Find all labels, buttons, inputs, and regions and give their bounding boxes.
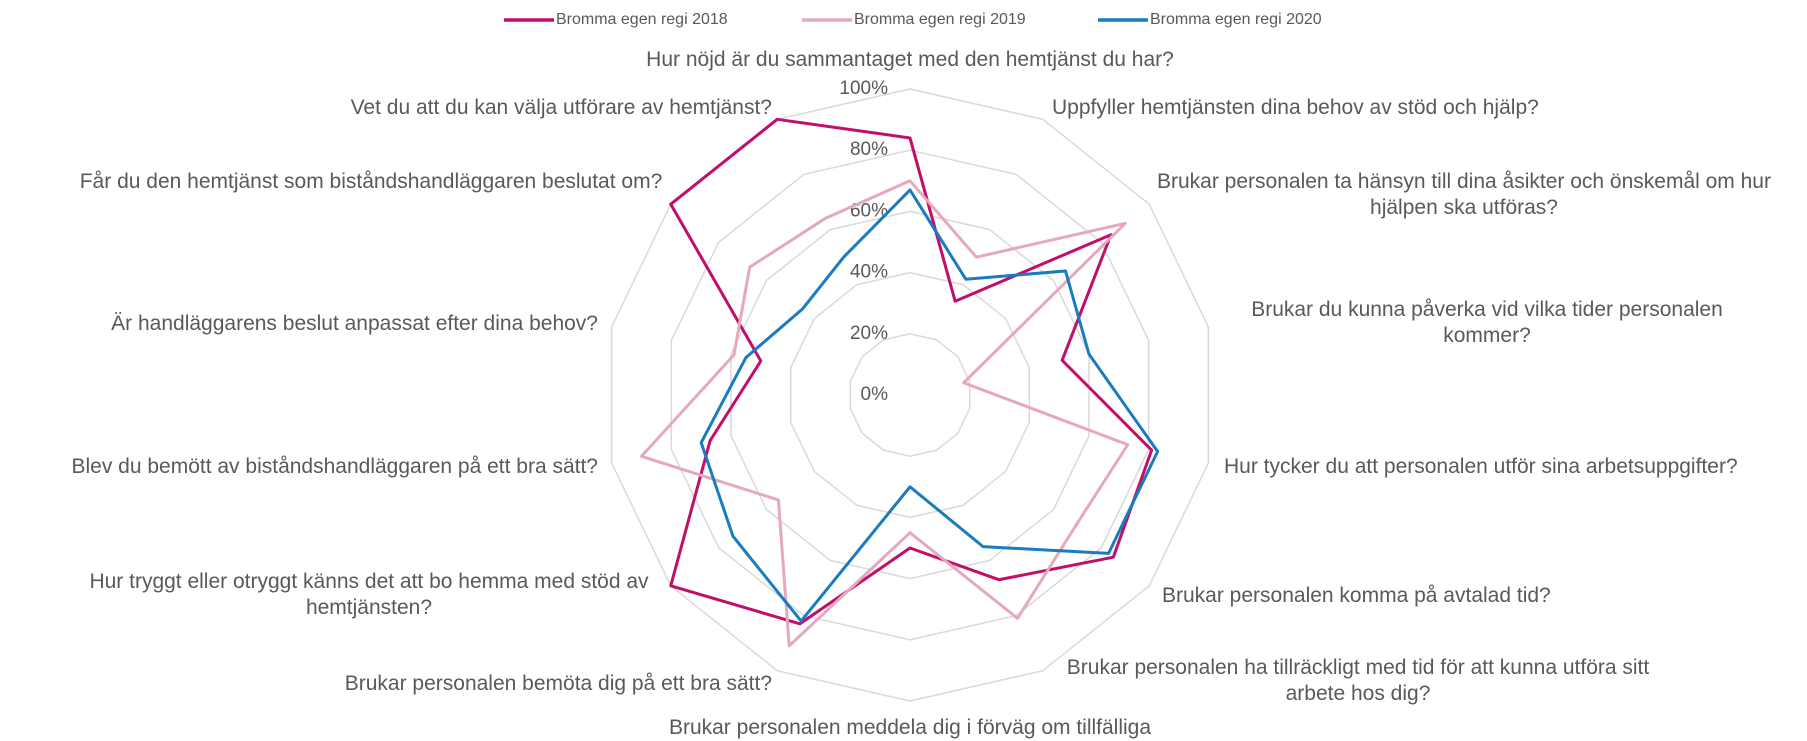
category-label: Vet du att du kan välja utförare av hemt… [350, 96, 772, 119]
series-line [699, 188, 1160, 623]
r-tick-label: 20% [850, 323, 888, 344]
category-label: Hur nöjd är du sammantaget med den hemtj… [646, 48, 1174, 71]
r-tick-label: 40% [850, 262, 888, 283]
category-label: Hur tryggt eller otryggt känns det att b… [89, 570, 649, 619]
category-label: Brukar personalen meddela dig i förväg o… [668, 716, 1152, 739]
category-label: Brukar personalen bemöta dig på ett bra … [344, 672, 772, 695]
r-tick-label: 100% [839, 78, 888, 99]
series-line [669, 117, 1154, 626]
legend-label: Bromma egen regi 2020 [1150, 11, 1322, 28]
grid-ring [730, 210, 1090, 580]
legend-label: Bromma egen regi 2019 [854, 11, 1026, 28]
r-tick-label: 80% [850, 139, 888, 160]
category-label: Brukar personalen ha tillräckligt med ti… [1066, 656, 1650, 705]
category-label: Brukar du kunna påverka vid vilka tider … [1251, 298, 1723, 347]
legend-label: Bromma egen regi 2018 [556, 11, 728, 28]
grid-ring [610, 88, 1210, 702]
r-tick-label: 60% [850, 200, 888, 221]
series-line [640, 179, 1130, 648]
category-label: Brukar personalen komma på avtalad tid? [1162, 584, 1551, 607]
category-label: Brukar personalen ta hänsyn till dina ås… [1157, 170, 1771, 219]
category-label: Är handläggarens beslut anpassat efter d… [111, 312, 598, 335]
r-tick-label: 0% [861, 384, 889, 405]
category-label: Uppfyller hemtjänsten dina behov av stöd… [1052, 96, 1539, 119]
category-label: Blev du bemött av biståndshandläggaren p… [71, 455, 598, 478]
grid-ring [670, 149, 1150, 641]
category-label: Hur tycker du att personalen utför sina … [1224, 455, 1738, 478]
category-label: Får du den hemtjänst som biståndshandläg… [79, 170, 663, 193]
grid-ring [849, 333, 971, 457]
